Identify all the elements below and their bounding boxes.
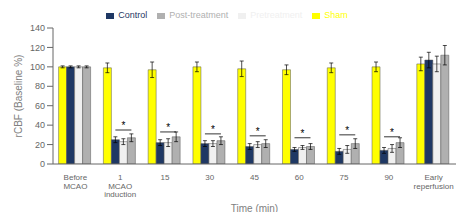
svg-text:*: *	[256, 126, 260, 137]
svg-text:140: 140	[30, 23, 45, 33]
svg-text:90: 90	[384, 173, 393, 182]
svg-text:120: 120	[30, 43, 45, 53]
svg-text:40: 40	[35, 120, 45, 130]
svg-text:20: 20	[35, 140, 45, 150]
svg-text:*: *	[211, 124, 215, 135]
html-text:Sham: Sham	[324, 10, 348, 20]
svg-text:60: 60	[35, 101, 45, 111]
svg-text:*: *	[301, 128, 305, 139]
svg-text:80: 80	[35, 81, 45, 91]
svg-text:rCBF (Baseline %): rCBF (Baseline %)	[13, 55, 24, 138]
svg-text:*: *	[166, 122, 170, 133]
svg-text:1MCAOinduction: 1MCAOinduction	[104, 173, 136, 199]
html-text:Pretreatment: Pretreatment	[250, 10, 303, 20]
svg-text:30: 30	[205, 173, 214, 182]
svg-text:60: 60	[295, 173, 304, 182]
svg-text:Time (min): Time (min)	[231, 203, 278, 212]
svg-text:*: *	[121, 120, 125, 131]
svg-text:45: 45	[250, 173, 259, 182]
svg-text:*: *	[345, 125, 349, 136]
html-text:Control: Control	[118, 10, 148, 20]
svg-text:0: 0	[40, 159, 45, 169]
svg-text:*: *	[390, 127, 394, 138]
html-text:Post-treatment: Post-treatment	[169, 10, 229, 20]
svg-text:75: 75	[340, 173, 349, 182]
svg-text:15: 15	[160, 173, 169, 182]
svg-text:BeforeMCAO: BeforeMCAO	[63, 173, 87, 190]
svg-text:Earlyreperfusion: Earlyreperfusion	[414, 173, 454, 190]
svg-text:100: 100	[30, 62, 45, 72]
